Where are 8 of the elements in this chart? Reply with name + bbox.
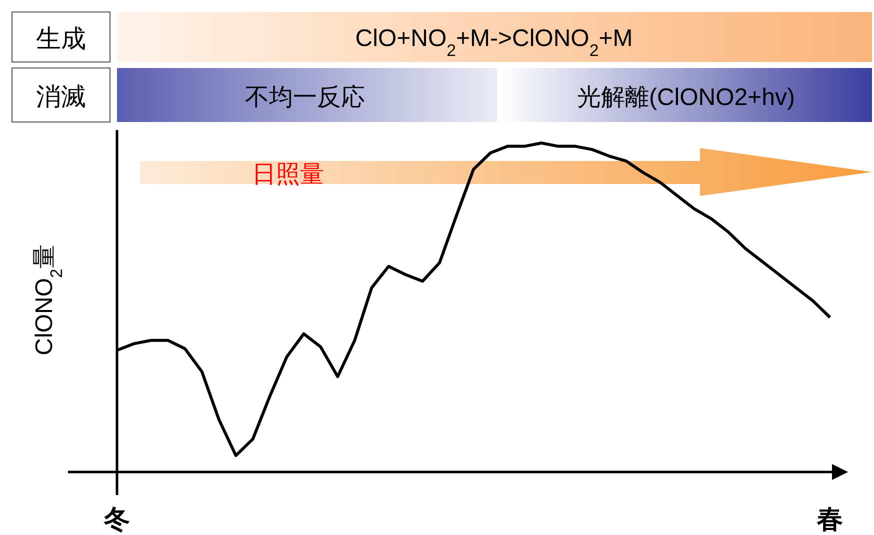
- annotation: 日照量: [252, 161, 324, 188]
- text: ClO+NO$_{2}$+M->ClONO$_{2}$+M: [355, 25, 633, 60]
- x-tick-label: 冬: [103, 504, 130, 534]
- text: 生成: [36, 25, 86, 53]
- text: 不均一反応: [245, 84, 365, 111]
- x-tick-label: 春: [816, 504, 843, 534]
- text: 光解離(ClONO2+hv): [576, 84, 796, 111]
- text: 消滅: [36, 83, 86, 111]
